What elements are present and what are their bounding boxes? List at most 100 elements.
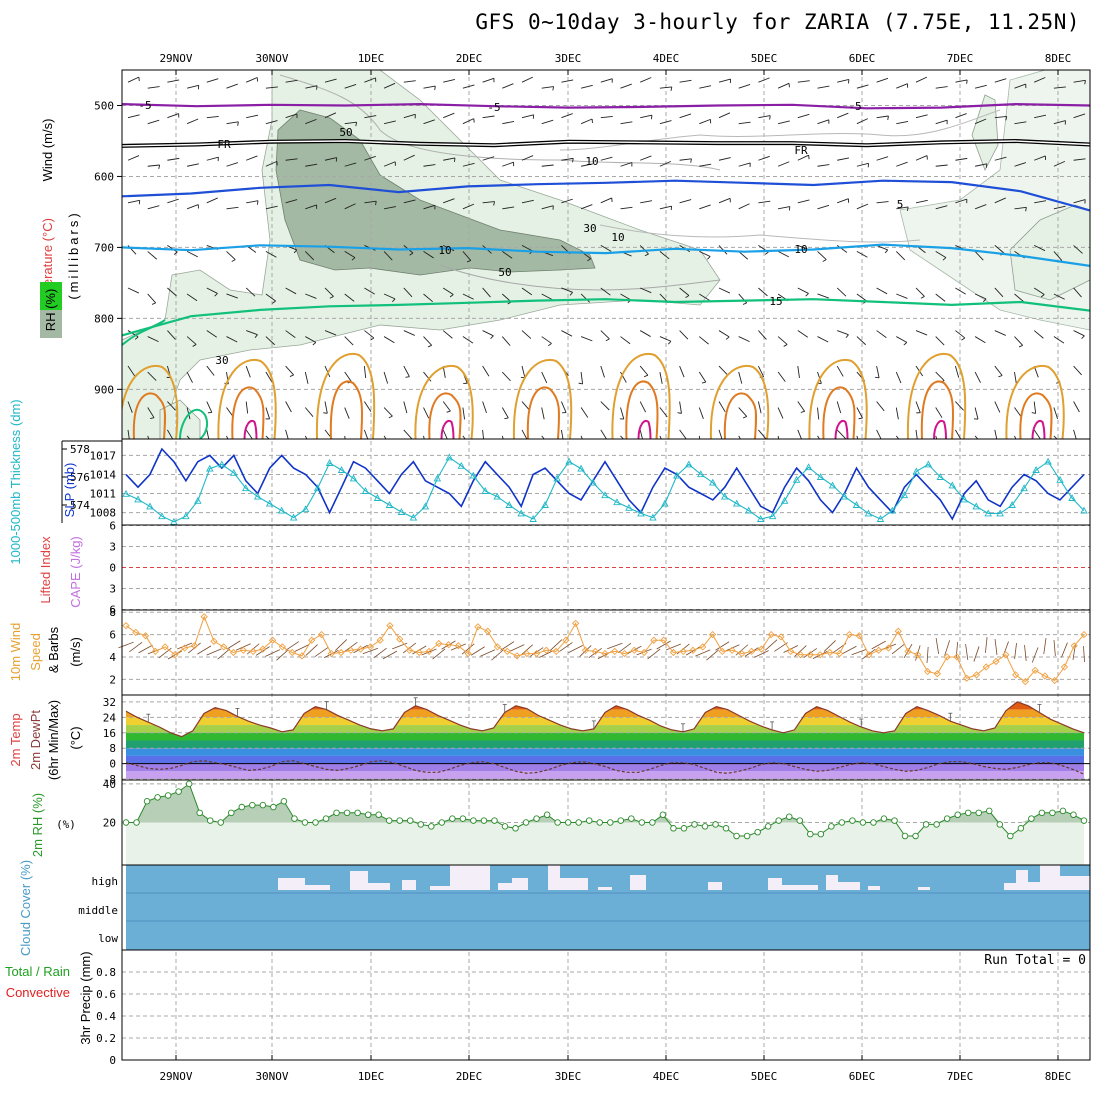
cloud-gap	[838, 882, 860, 890]
contour-label: -5	[487, 101, 500, 114]
cloud-gap	[1040, 865, 1060, 890]
rh2-line-point	[964, 809, 972, 817]
wind-barb	[1034, 244, 1046, 252]
wind-10m-barb	[335, 639, 348, 651]
wind-barb	[955, 401, 964, 411]
rh2-line-point	[564, 819, 572, 826]
wind-barb	[305, 163, 318, 167]
wind-10m-barb	[656, 640, 671, 650]
rh2-line-point	[459, 815, 467, 822]
wind-10m-barb	[450, 643, 466, 651]
wind-barb	[896, 293, 908, 299]
wind-barb	[324, 112, 337, 119]
wind-speed-line-point	[161, 643, 169, 651]
wind-barb	[994, 78, 1007, 83]
li-tick-label: 3	[109, 583, 116, 596]
wind-barb	[1014, 83, 1026, 89]
wind-barb	[896, 83, 908, 89]
wind-barb	[541, 86, 554, 89]
temp-contour-25	[625, 380, 659, 439]
wind-10m-barb	[285, 641, 300, 651]
wind-barb-flag	[783, 344, 788, 347]
wind-barb-flag	[1031, 412, 1036, 414]
wind-10m-barb	[480, 649, 496, 657]
wind-barb	[167, 287, 177, 297]
wind-barb-flag	[449, 294, 454, 298]
wind-barb	[580, 407, 589, 418]
wind-barb	[305, 336, 317, 343]
wind-barb	[127, 401, 133, 413]
rh2-line-point	[396, 817, 403, 824]
wind-barb	[226, 206, 239, 210]
rh2-line-point	[933, 821, 940, 828]
wind-barb	[462, 162, 475, 167]
rh2-line-point	[364, 811, 372, 819]
wind-barb	[738, 84, 751, 89]
temp-contour-15-low	[179, 408, 209, 439]
wind-barb	[344, 336, 354, 346]
thickness-tick-label: 576	[70, 471, 90, 484]
contour-label: 5	[897, 198, 904, 211]
wind-10m-barb	[803, 648, 818, 658]
rh2-line-point	[217, 819, 224, 826]
wind-barb	[994, 115, 1007, 119]
wind-speed-line-point	[444, 641, 453, 649]
wind-barb	[659, 407, 668, 418]
wind-barb	[1014, 371, 1017, 384]
rh2-line-point	[438, 819, 446, 826]
wind-barb-flag	[677, 412, 682, 414]
wind-barb-flag	[685, 295, 690, 299]
wind-barb	[147, 86, 160, 89]
wind-barb	[521, 365, 526, 378]
wind-barb	[896, 336, 908, 343]
wind-10m-barb	[985, 637, 988, 653]
rh2-line-point	[922, 821, 930, 828]
cloud-cover-panel	[126, 865, 1090, 950]
wind-barb	[994, 197, 1006, 204]
wind-barb	[1053, 86, 1066, 89]
wind-barb-flag	[707, 256, 711, 260]
wind-barb	[403, 154, 415, 161]
wind-barb	[1053, 160, 1066, 167]
dewpt-2m-label: 2m DewPt	[28, 710, 43, 770]
wind-barb	[187, 163, 199, 167]
wind-barb	[541, 205, 554, 210]
wind-barb	[423, 119, 435, 125]
cloud-level-label: high	[92, 875, 119, 888]
wind-10m-barb	[559, 642, 573, 652]
temp-contour-10	[122, 243, 1090, 267]
wind-barb-flag	[605, 338, 610, 342]
contour-label: 10	[611, 231, 624, 244]
thickness-line-point	[1056, 475, 1064, 483]
thickness-line-point	[493, 492, 501, 500]
wind-unit-label: (m/s)	[68, 637, 83, 667]
rh-legend-swatch-dark	[40, 310, 62, 338]
wind-barb-flag	[920, 296, 925, 299]
wind-barb	[344, 435, 346, 439]
thickness-line-point	[756, 515, 765, 522]
wind-barb	[600, 245, 612, 252]
wind-barb	[876, 330, 887, 338]
rh2-line-point	[870, 819, 877, 826]
wind-barb-flag	[323, 412, 328, 414]
wind-barb	[383, 407, 393, 417]
wind-speed-line-point	[620, 649, 629, 658]
wind-barb	[935, 86, 948, 89]
wind-barb	[501, 336, 511, 346]
wind-speed-line-point	[767, 630, 775, 639]
contour-label: FR	[794, 144, 808, 157]
wind-10m-barb	[177, 642, 193, 650]
thickness-line-point	[349, 474, 358, 482]
wind-barb-flag	[388, 415, 393, 419]
thickness-line-point	[325, 459, 334, 466]
wind-10m-barb	[965, 644, 969, 660]
thickness-line-point	[601, 491, 609, 499]
wind-barb	[561, 330, 573, 337]
rh2-line-point	[270, 803, 277, 811]
wind-barb-flag	[272, 300, 276, 304]
wind-barb	[836, 365, 844, 377]
wind-barb	[837, 198, 849, 204]
wind-speed-line-point	[259, 645, 267, 653]
wind-barb-flag	[961, 337, 966, 341]
wind-barb	[186, 118, 199, 125]
